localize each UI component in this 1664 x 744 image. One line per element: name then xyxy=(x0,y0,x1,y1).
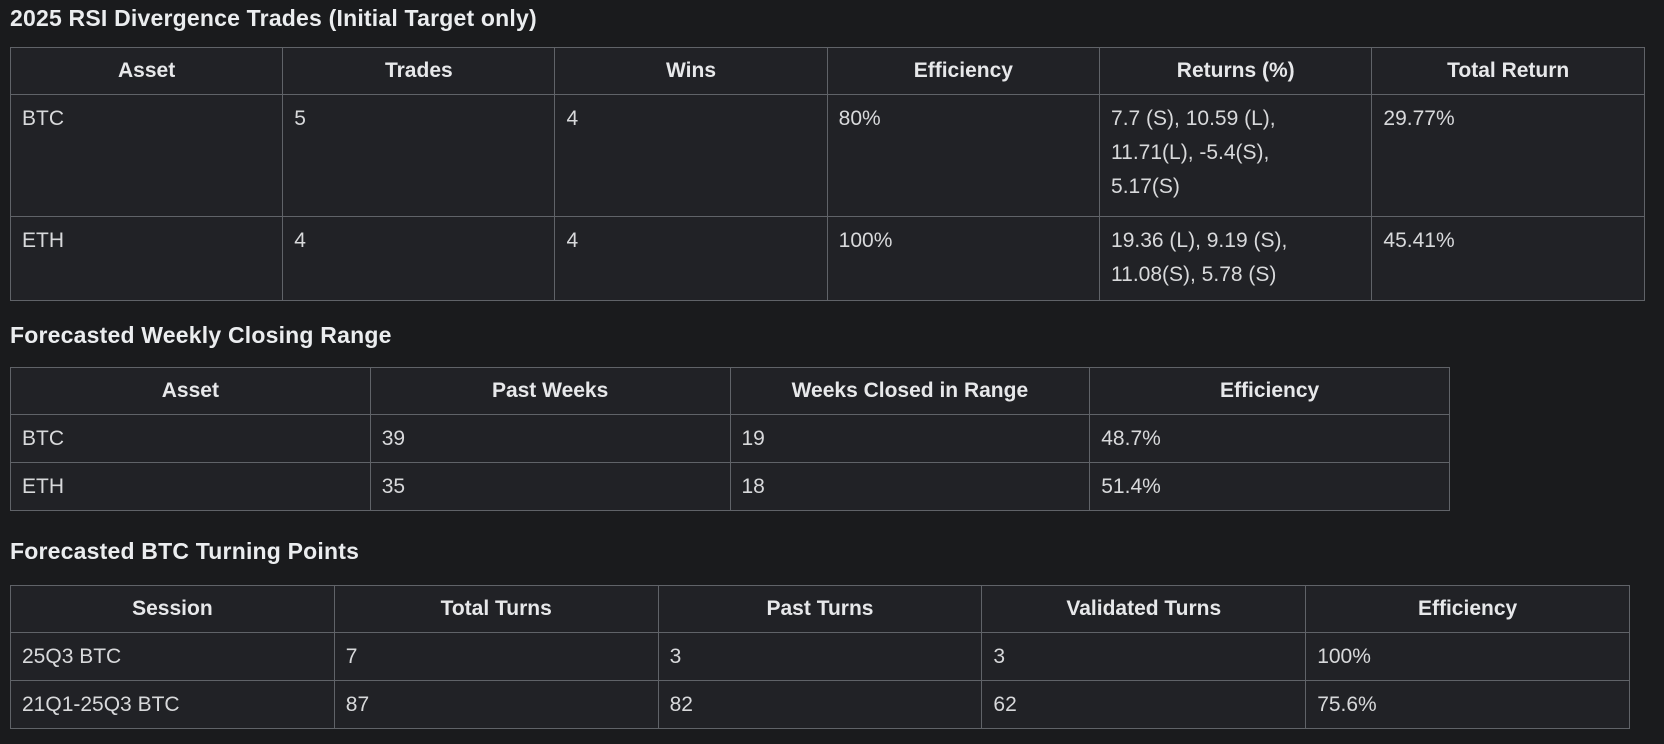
cell-session: 21Q1-25Q3 BTC xyxy=(10,680,335,729)
cell-efficiency: 100% xyxy=(1305,632,1630,681)
table-row-btc: BTC 39 19 48.7% xyxy=(10,414,1450,463)
header-past-turns: Past Turns xyxy=(657,585,983,633)
cell-validated-turns: 3 xyxy=(981,632,1307,681)
cell-total-turns: 87 xyxy=(333,680,659,729)
cell-past-turns: 82 xyxy=(657,680,983,729)
header-efficiency: Efficiency xyxy=(1089,367,1450,415)
cell-trades: 4 xyxy=(282,216,556,301)
table-header-row: Session Total Turns Past Turns Validated… xyxy=(10,585,1630,633)
cell-efficiency: 75.6% xyxy=(1305,680,1630,729)
cell-session: 25Q3 BTC xyxy=(10,632,335,681)
weekly-closing-range-table: Asset Past Weeks Weeks Closed in Range E… xyxy=(10,367,1450,511)
cell-returns-pct: 19.36 (L), 9.19 (S), 11.08(S), 5.78 (S) xyxy=(1099,216,1373,301)
cell-efficiency: 48.7% xyxy=(1089,414,1450,463)
cell-asset: BTC xyxy=(9,94,284,217)
header-efficiency: Efficiency xyxy=(826,47,1101,95)
cell-efficiency: 100% xyxy=(826,216,1101,301)
weekly-closing-range-section-title: Forecasted Weekly Closing Range xyxy=(10,322,392,348)
rsi-divergence-table: Asset Trades Wins Efficiency Returns (%)… xyxy=(9,47,1645,301)
btc-turning-points-section-title: Forecasted BTC Turning Points xyxy=(10,538,360,564)
cell-asset: ETH xyxy=(9,216,284,301)
header-wins: Wins xyxy=(554,47,828,95)
cell-efficiency: 80% xyxy=(826,94,1101,217)
cell-total-turns: 7 xyxy=(333,632,659,681)
cell-total-return: 29.77% xyxy=(1371,94,1645,217)
header-trades: Trades xyxy=(282,47,556,95)
header-efficiency: Efficiency xyxy=(1305,585,1630,633)
header-asset: Asset xyxy=(9,47,284,95)
header-asset: Asset xyxy=(10,367,371,415)
header-validated-turns: Validated Turns xyxy=(981,585,1307,633)
table-row-21q1-25q3-btc: 21Q1-25Q3 BTC 87 82 62 75.6% xyxy=(10,680,1630,729)
cell-trades: 5 xyxy=(282,94,556,217)
cell-wins: 4 xyxy=(554,94,828,217)
header-weeks-closed-in-range: Weeks Closed in Range xyxy=(729,367,1091,415)
cell-asset: BTC xyxy=(10,414,371,463)
cell-past-weeks: 39 xyxy=(369,414,731,463)
header-total-turns: Total Turns xyxy=(333,585,659,633)
header-session: Session xyxy=(10,585,335,633)
header-total-return: Total Return xyxy=(1371,47,1645,95)
table-row-btc: BTC 5 4 80% 7.7 (S), 10.59 (L), 11.71(L)… xyxy=(9,94,1645,217)
cell-weeks-closed: 19 xyxy=(729,414,1091,463)
header-returns-pct: Returns (%) xyxy=(1099,47,1373,95)
cell-returns-pct: 7.7 (S), 10.59 (L), 11.71(L), -5.4(S), 5… xyxy=(1099,94,1373,217)
table-row-eth: ETH 35 18 51.4% xyxy=(10,462,1450,511)
table-header-row: Asset Past Weeks Weeks Closed in Range E… xyxy=(10,367,1450,415)
cell-asset: ETH xyxy=(10,462,371,511)
rsi-divergence-section-title: 2025 RSI Divergence Trades (Initial Targ… xyxy=(10,5,537,31)
cell-validated-turns: 62 xyxy=(981,680,1307,729)
table-row-eth: ETH 4 4 100% 19.36 (L), 9.19 (S), 11.08(… xyxy=(9,216,1645,301)
cell-past-turns: 3 xyxy=(657,632,983,681)
table-row-25q3-btc: 25Q3 BTC 7 3 3 100% xyxy=(10,632,1630,681)
cell-efficiency: 51.4% xyxy=(1089,462,1450,511)
cell-past-weeks: 35 xyxy=(369,462,731,511)
cell-weeks-closed: 18 xyxy=(729,462,1091,511)
btc-turning-points-table: Session Total Turns Past Turns Validated… xyxy=(10,585,1630,729)
cell-total-return: 45.41% xyxy=(1371,216,1645,301)
cell-wins: 4 xyxy=(554,216,828,301)
header-past-weeks: Past Weeks xyxy=(369,367,731,415)
table-header-row: Asset Trades Wins Efficiency Returns (%)… xyxy=(9,47,1645,95)
